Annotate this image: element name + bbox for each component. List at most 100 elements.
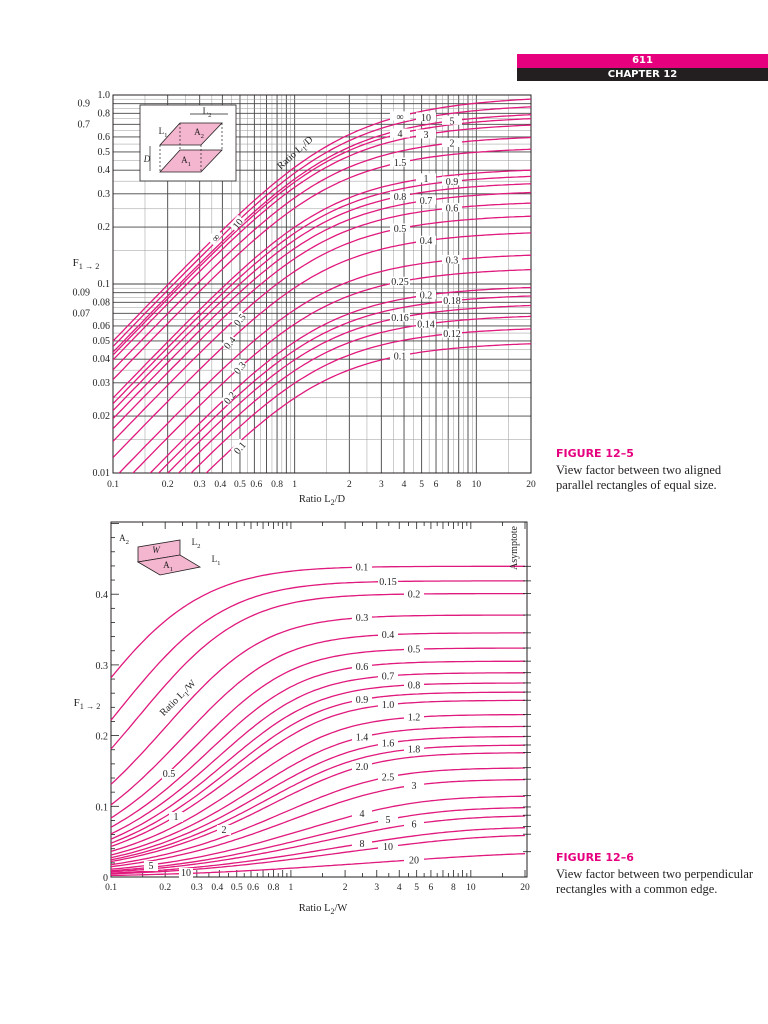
- series-label: 0.8: [394, 192, 407, 203]
- label-bg: [442, 328, 462, 338]
- label-bg: [390, 157, 410, 167]
- label-a1: A1: [163, 560, 173, 573]
- series-line: [110, 691, 525, 844]
- y-tick-label: 1.0: [98, 90, 111, 101]
- x-tick-label: 0.3: [194, 480, 206, 490]
- series-line: [113, 215, 531, 442]
- series-line: [110, 614, 525, 785]
- label-a2: A2: [119, 533, 129, 546]
- x-tick-label: 0.4: [211, 883, 223, 893]
- label-bg: [220, 333, 237, 351]
- label-bg: [416, 112, 436, 122]
- inline-curve-label: 0.5: [163, 769, 176, 780]
- y-tick-label: 0.01: [93, 468, 111, 479]
- label-bg: [352, 761, 372, 771]
- label-bg: [352, 732, 372, 742]
- label-bg: [442, 295, 462, 305]
- label-bg: [404, 712, 424, 722]
- x-tick-label: 0.3: [191, 883, 203, 893]
- label-bg: [352, 562, 372, 572]
- series-label: 2: [450, 138, 455, 149]
- series-label: 0.7: [382, 671, 395, 682]
- series-line: [110, 767, 525, 866]
- label-bg: [404, 780, 424, 790]
- series-line: [110, 647, 525, 819]
- figure-12-6-caption: FIGURE 12–6 View factor between two perp…: [556, 850, 756, 897]
- series-label: 2.5: [382, 772, 395, 783]
- series-label: 4: [398, 129, 403, 140]
- series-label: 10: [421, 113, 431, 124]
- label-sub: 1: [300, 144, 309, 153]
- label-main: L: [212, 554, 218, 564]
- y-tick-label: 0.07: [73, 308, 91, 319]
- inline-curve-label: 1: [174, 812, 179, 823]
- series-line: [110, 744, 525, 861]
- label-bg: [416, 173, 436, 183]
- surface-a1: [159, 149, 223, 173]
- y-tick-label: 0.3: [98, 189, 111, 200]
- label-sub: 1: [182, 689, 191, 698]
- series-label: 0.6: [356, 662, 369, 673]
- x-tick-label: 2: [347, 480, 352, 490]
- label-main: A: [163, 560, 170, 570]
- label-bg: [416, 195, 436, 205]
- label-l2: L2: [203, 106, 212, 119]
- label-bg: [378, 841, 398, 851]
- y-tick-label: 0.3: [96, 661, 109, 672]
- series-line: [113, 98, 531, 342]
- x-tick-label: 0.6: [247, 883, 259, 893]
- label-bg: [230, 358, 247, 376]
- series-line: [149, 286, 531, 473]
- label-bg: [390, 312, 410, 322]
- x-tick-label: 0.8: [271, 480, 283, 490]
- label-bg: [230, 310, 247, 328]
- label-bg: [404, 679, 424, 689]
- series-line: [132, 268, 531, 473]
- inline-curve-label: 5: [149, 861, 154, 872]
- x-tick-label: 4: [402, 480, 407, 490]
- series-label: 0.12: [443, 329, 461, 340]
- series-label: 1.5: [394, 158, 407, 169]
- series-label: 0.5: [408, 645, 421, 656]
- series-line: [110, 565, 525, 679]
- series-line: [113, 191, 531, 420]
- label-main: F: [74, 697, 80, 709]
- series-label: 0.15: [379, 577, 397, 588]
- series-label: 0.1: [394, 351, 407, 362]
- label-bg: [144, 861, 158, 871]
- y-tick-label: 0.04: [93, 354, 111, 365]
- series-line: [113, 124, 531, 361]
- series-line: [110, 660, 525, 828]
- param-label: Ratio L1/W: [158, 678, 200, 720]
- series-line: [110, 632, 525, 806]
- label-bg: [378, 576, 398, 586]
- label-sub: 2: [197, 543, 200, 550]
- x-tick-label: 0.2: [159, 883, 171, 893]
- y-tick-label: 0.1: [96, 802, 109, 813]
- figure-caption: View factor between two perpendicular re…: [556, 867, 754, 896]
- series-line: [167, 304, 531, 473]
- label-main: L: [159, 126, 165, 136]
- series-label: 0.2: [408, 590, 421, 601]
- label-bg: [162, 769, 176, 779]
- label-bg: [442, 176, 462, 186]
- label-bg: [378, 738, 398, 748]
- series-label: 3: [412, 781, 417, 792]
- surface-a1: [136, 554, 202, 576]
- label-d: D: [143, 154, 151, 164]
- series-label: 20: [409, 855, 419, 866]
- label-bg: [352, 838, 372, 848]
- inline-curve-label: 0.4: [222, 335, 238, 352]
- label-bg: [404, 744, 424, 754]
- label-bg: [217, 825, 231, 835]
- figure-caption: View factor between two aligned parallel…: [556, 463, 722, 492]
- label-bg: [352, 661, 372, 671]
- x-tick-label: 5: [414, 883, 419, 893]
- x-tick-label: 0.1: [105, 883, 117, 893]
- y-tick-label: 0.4: [96, 590, 109, 601]
- x-tick-label: 8: [456, 480, 461, 490]
- page-number: 611: [517, 54, 768, 68]
- label-bg: [169, 812, 183, 822]
- series-line: [110, 834, 526, 875]
- series-line: [205, 343, 531, 473]
